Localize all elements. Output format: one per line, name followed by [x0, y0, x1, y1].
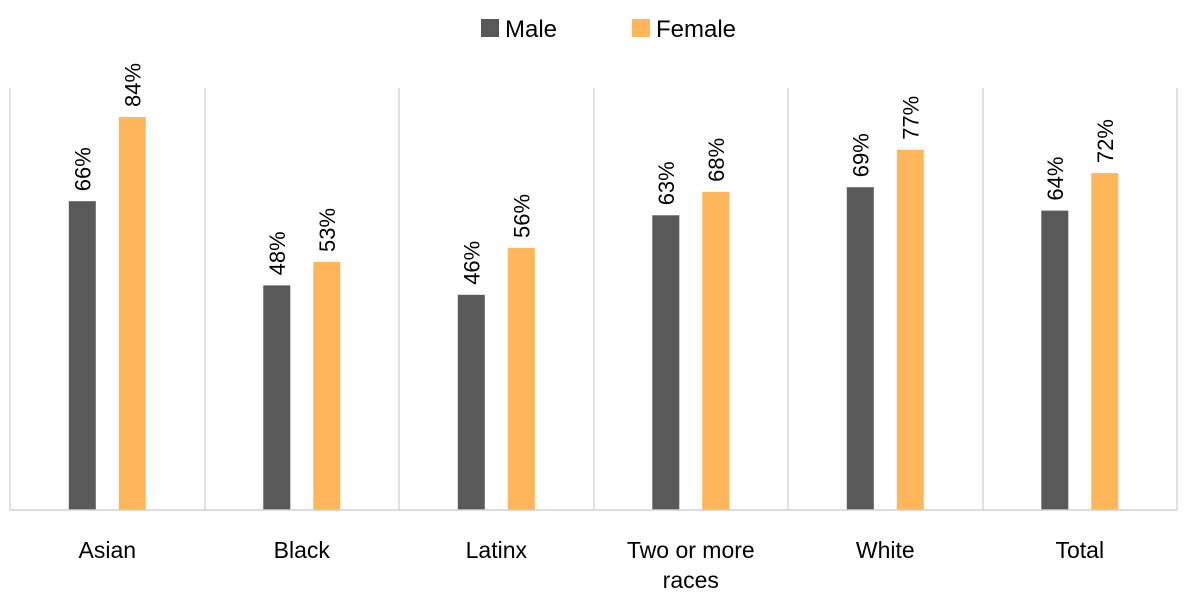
legend-label-male: Male — [505, 16, 557, 43]
bar-female — [1091, 173, 1119, 510]
category-label: White — [856, 537, 915, 563]
data-label-female: 53% — [315, 208, 340, 252]
category-label: Latinx — [466, 537, 528, 563]
legend: Male Female — [481, 16, 736, 43]
category-labels: Asian Black Latinx Two or more races White Tot… — [79, 537, 1105, 593]
bar-female — [507, 248, 535, 510]
data-label-female: 56% — [509, 194, 534, 238]
category-label: Asian — [79, 537, 137, 563]
legend-swatch-male — [481, 19, 499, 37]
legend-label-female: Female — [656, 16, 736, 43]
data-label-male: 63% — [654, 161, 679, 205]
data-label-male: 64% — [1043, 157, 1068, 201]
data-label-female: 68% — [704, 138, 729, 182]
bar-male — [652, 215, 680, 511]
data-label-female: 72% — [1093, 119, 1118, 163]
bars — [68, 117, 1119, 511]
category-label: Black — [274, 537, 331, 563]
data-labels: 66% 84% 48% 53% 46% 56% 63% 68% 69% 77% 64% 72% — [70, 63, 1118, 285]
bar-female — [702, 191, 730, 510]
bar-female — [118, 117, 146, 510]
legend-swatch-female — [632, 19, 650, 37]
data-label-female: 84% — [120, 63, 145, 107]
category-label: Total — [1056, 537, 1105, 563]
bar-male — [846, 187, 874, 510]
bar-male — [68, 201, 96, 510]
bar-male — [1041, 210, 1069, 510]
bar-male — [263, 285, 291, 510]
data-label-female: 77% — [898, 96, 923, 140]
bar-male — [457, 294, 485, 510]
data-label-male: 66% — [70, 147, 95, 191]
data-label-male: 69% — [848, 133, 873, 177]
data-label-male: 46% — [459, 241, 484, 285]
data-label-male: 48% — [265, 231, 290, 275]
category-label: Two or more races — [627, 537, 755, 593]
category-dividers — [9, 88, 1178, 510]
bar-female — [313, 262, 341, 510]
bar-female — [896, 149, 924, 511]
